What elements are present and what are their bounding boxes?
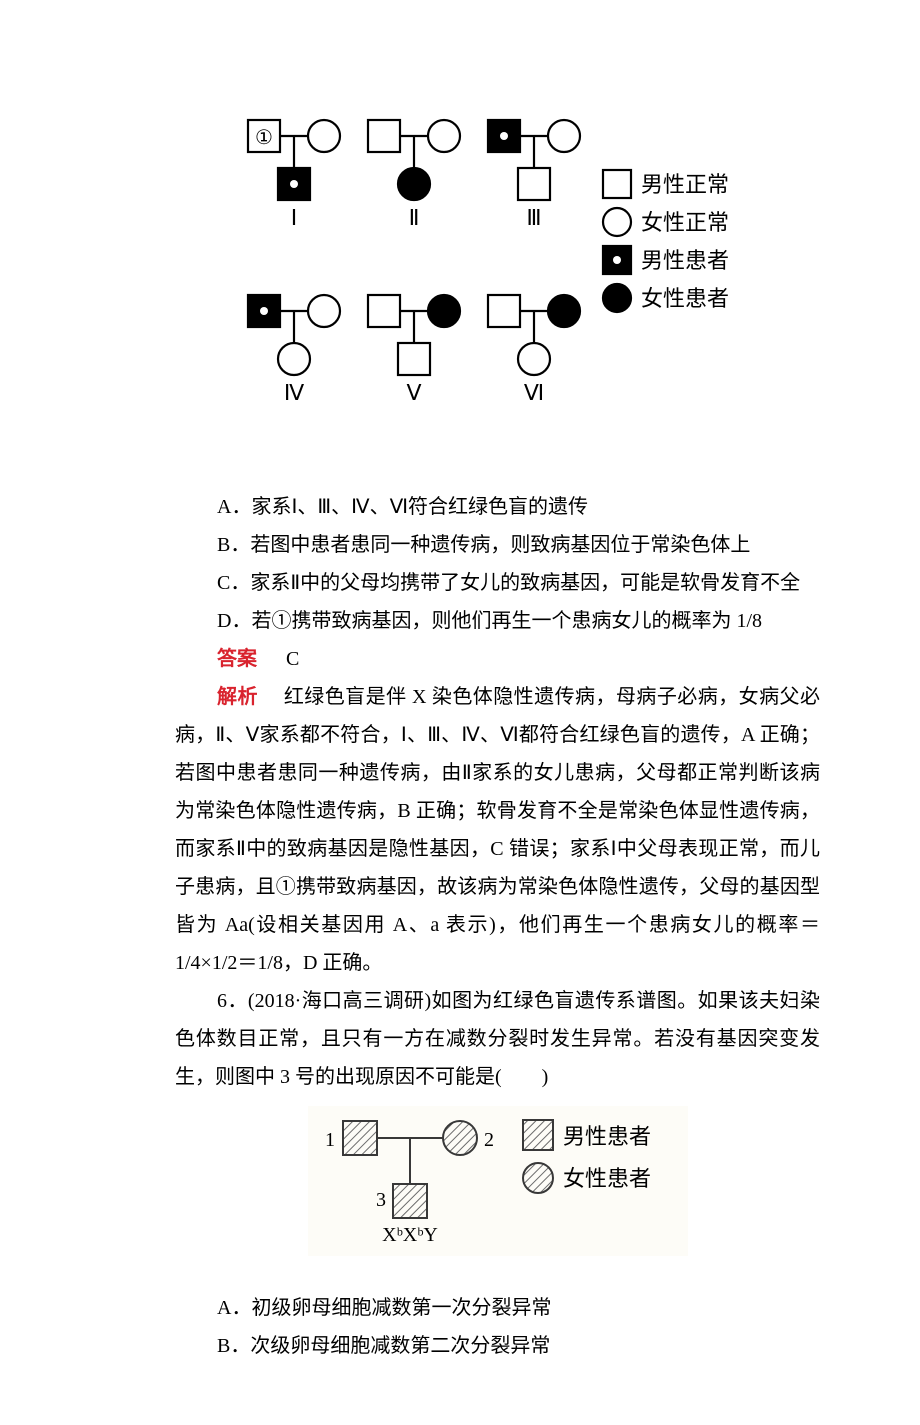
explain-text: 红绿色盲是伴 X 染色体隐性遗传病，母病子必病，女病父必病，Ⅱ、Ⅴ家系都不符合，… — [175, 686, 820, 974]
answer-value: C — [286, 648, 299, 670]
page: ① Ⅰ Ⅱ — [0, 0, 920, 1425]
pedigree-svg-2: 1 2 3 XᵇXᵇY 男性患者 女性患者 — [308, 1106, 688, 1256]
svg-text:Ⅰ: Ⅰ — [290, 205, 297, 230]
option-b: B．若图中患者患同一种遗传病，则致病基因位于常染色体上 — [175, 526, 820, 564]
svg-text:Ⅲ: Ⅲ — [526, 205, 541, 230]
explanation: 解析 红绿色盲是伴 X 染色体隐性遗传病，母病子必病，女病父必病，Ⅱ、Ⅴ家系都不… — [175, 678, 820, 982]
legend2-aff-female: 女性患者 — [563, 1166, 651, 1191]
legend-normal-male: 男性正常 — [641, 172, 729, 197]
pedigree-svg-1: ① Ⅰ Ⅱ — [238, 110, 758, 455]
svg-text:Ⅱ: Ⅱ — [408, 205, 419, 230]
svg-text:Ⅴ: Ⅴ — [406, 380, 421, 405]
label-2: 2 — [484, 1129, 494, 1151]
figure-bg — [238, 110, 758, 455]
svg-text:Ⅵ: Ⅵ — [523, 380, 543, 405]
answer-label: 答案 — [217, 648, 257, 670]
label-1: 1 — [325, 1129, 335, 1151]
answer-line: 答案 C — [175, 640, 820, 678]
legend2-aff-male: 男性患者 — [563, 1124, 651, 1149]
pedigree-figure-2: 1 2 3 XᵇXᵇY 男性患者 女性患者 — [175, 1106, 820, 1269]
label-3: 3 — [376, 1189, 386, 1211]
option-a: A．家系Ⅰ、Ⅲ、Ⅳ、Ⅵ符合红绿色盲的遗传 — [175, 488, 820, 526]
option-c: C．家系Ⅱ中的父母均携带了女儿的致病基因，可能是软骨发育不全 — [175, 564, 820, 602]
q6-option-b: B．次级卵母细胞减数第二次分裂异常 — [175, 1327, 820, 1365]
svg-text:Ⅳ: Ⅳ — [283, 380, 304, 405]
legend-aff-male: 男性患者 — [641, 248, 729, 273]
legend-normal-female: 女性正常 — [641, 210, 729, 235]
genotype-3: XᵇXᵇY — [382, 1224, 438, 1246]
option-d: D．若①携带致病基因，则他们再生一个患病女儿的概率为 1/8 — [175, 602, 820, 640]
question-6: 6．(2018·海口高三调研)如图为红绿色盲遗传系谱图。如果该夫妇染色体数目正常… — [175, 982, 820, 1096]
legend-aff-female: 女性患者 — [641, 286, 729, 311]
q6-option-a: A．初级卵母细胞减数第一次分裂异常 — [175, 1289, 820, 1327]
explain-label: 解析 — [217, 686, 258, 708]
svg-text:①: ① — [255, 127, 273, 149]
pedigree-figure-1: ① Ⅰ Ⅱ — [175, 110, 820, 468]
